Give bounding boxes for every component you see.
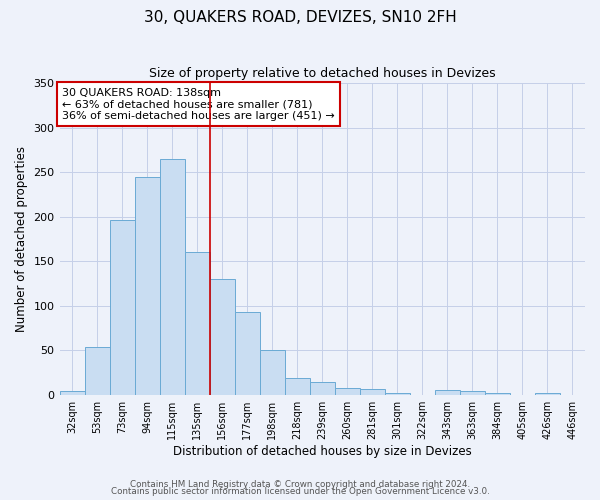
Bar (185, 252, 209, 394)
Bar (235, 312, 260, 394)
Bar (435, 390, 460, 394)
Text: 30 QUAKERS ROAD: 138sqm
← 63% of detached houses are smaller (781)
36% of semi-d: 30 QUAKERS ROAD: 138sqm ← 63% of detache… (62, 88, 335, 121)
Text: Contains public sector information licensed under the Open Government Licence v3: Contains public sector information licen… (110, 487, 490, 496)
Bar (59, 391, 85, 394)
Bar (360, 390, 385, 394)
Title: Size of property relative to detached houses in Devizes: Size of property relative to detached ho… (149, 68, 496, 80)
Bar (285, 378, 310, 394)
Text: 30, QUAKERS ROAD, DEVIZES, SN10 2FH: 30, QUAKERS ROAD, DEVIZES, SN10 2FH (143, 10, 457, 25)
Bar (85, 346, 110, 395)
Bar (385, 393, 410, 394)
Bar (209, 279, 235, 394)
Text: Contains HM Land Registry data © Crown copyright and database right 2024.: Contains HM Land Registry data © Crown c… (130, 480, 470, 489)
X-axis label: Distribution of detached houses by size in Devizes: Distribution of detached houses by size … (173, 444, 472, 458)
Y-axis label: Number of detached properties: Number of detached properties (15, 146, 28, 332)
Bar (535, 393, 560, 394)
Bar (110, 220, 134, 394)
Bar (160, 158, 185, 394)
Bar (485, 393, 510, 394)
Bar (335, 388, 360, 394)
Bar (460, 391, 485, 394)
Bar (260, 350, 285, 395)
Bar (310, 382, 335, 394)
Bar (134, 176, 160, 394)
